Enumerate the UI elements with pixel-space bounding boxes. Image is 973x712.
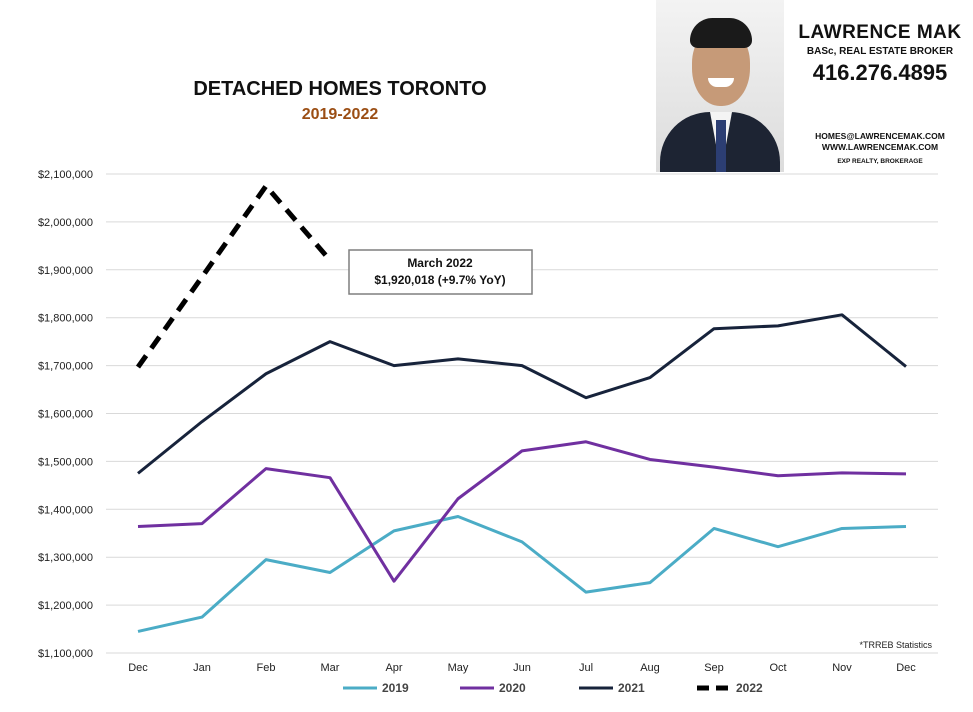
agent-photo	[656, 0, 784, 172]
x-tick-label: Jul	[579, 662, 593, 674]
series-line-2019	[137, 514, 907, 633]
grid-lines	[106, 173, 938, 654]
series-line-2021	[137, 313, 907, 475]
x-tick-label: Dec	[128, 662, 148, 674]
agent-phone[interactable]: 416.276.4895	[812, 60, 948, 85]
chart-title: DETACHED HOMES TORONTO	[193, 78, 487, 100]
y-tick-label: $1,500,000	[38, 456, 93, 468]
x-tick-label: Feb	[257, 662, 276, 674]
portrait-smile	[708, 78, 734, 87]
series-line-2020	[137, 440, 907, 583]
y-tick-label: $2,000,000	[38, 217, 93, 229]
legend-label-2020: 2020	[499, 681, 526, 695]
x-tick-label: Sep	[704, 662, 724, 674]
annotation-line1: March 2022	[407, 256, 473, 270]
x-tick-label: Dec	[896, 662, 916, 674]
series-lines	[135, 183, 907, 633]
y-tick-label: $2,100,000	[38, 169, 93, 181]
y-tick-label: $1,800,000	[38, 313, 93, 325]
y-tick-label: $1,700,000	[38, 361, 93, 373]
legend-label-2021: 2021	[618, 681, 645, 695]
portrait-tie	[716, 120, 726, 172]
x-tick-label: Jan	[193, 662, 211, 674]
legend-label-2022: 2022	[736, 681, 763, 695]
portrait-hair	[690, 18, 752, 48]
agent-website-link[interactable]: WWW.LAWRENCEMAK.COM	[821, 142, 939, 152]
legend-label-2019: 2019	[382, 681, 409, 695]
source-note: *TRREB Statistics	[859, 640, 932, 650]
x-tick-label: Mar	[321, 662, 340, 674]
series-line-2022	[135, 183, 332, 369]
x-tick-label: Jun	[513, 662, 531, 674]
chart-subtitle: 2019-2022	[301, 106, 379, 123]
y-tick-label: $1,200,000	[38, 600, 93, 612]
agent-email-link[interactable]: HOMES@LAWRENCEMAK.COM	[815, 131, 945, 141]
x-tick-label: Oct	[769, 662, 786, 674]
x-tick-label: Apr	[385, 662, 402, 674]
y-tick-label: $1,900,000	[38, 265, 93, 277]
x-tick-label: Nov	[832, 662, 852, 674]
x-axis-tick-labels: Dec Jan Feb Mar Apr May Jun Jul Aug Sep Oct Nov Dec	[128, 662, 916, 674]
y-tick-label: $1,400,000	[38, 504, 93, 516]
y-axis-tick-labels: $1,100,000 $1,200,000 $1,300,000 $1,400,000…	[38, 169, 93, 660]
x-tick-label: Aug	[640, 662, 660, 674]
agent-name: LAWRENCE MAK	[798, 22, 962, 43]
agent-credentials: BASc, REAL ESTATE BROKER	[806, 46, 954, 57]
y-tick-label: $1,600,000	[38, 409, 93, 421]
y-tick-label: $1,100,000	[38, 648, 93, 660]
annotation-line2: $1,920,018 (+9.7% YoY)	[374, 273, 505, 287]
legend: 2019 2020 2021 2022	[343, 681, 763, 695]
annotation-frame	[348, 249, 533, 295]
x-tick-label: May	[448, 662, 469, 674]
y-tick-label: $1,300,000	[38, 552, 93, 564]
agent-brokerage: EXP REALTY, BROKERAGE	[837, 158, 923, 165]
annotation-box: March 2022 $1,920,018 (+9.7% YoY)	[348, 249, 533, 295]
